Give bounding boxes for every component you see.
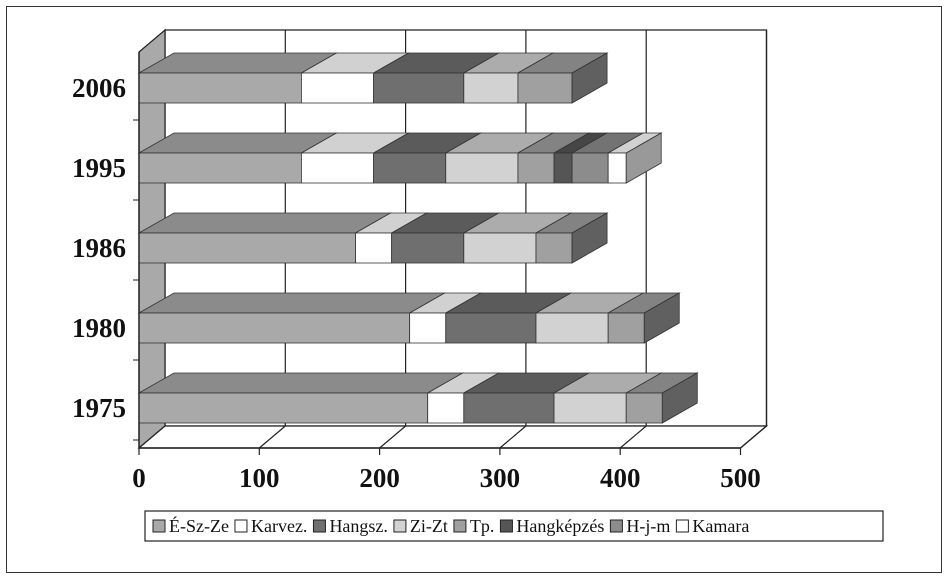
bar-1980-2 — [445, 312, 537, 344]
bar-2006-3 — [463, 72, 519, 104]
legend-swatch — [234, 519, 248, 533]
bar-1995-0 — [138, 152, 302, 184]
x-tick-label: 200 — [359, 463, 400, 493]
bar-1995-1 — [301, 152, 374, 184]
legend-entry: Hangképzés — [516, 516, 604, 536]
bar-1980-1 — [409, 312, 447, 344]
bar-1980-0 — [138, 312, 411, 344]
legend-entry: Karvez. — [251, 516, 307, 536]
x-tick-label: 500 — [720, 463, 761, 493]
category-label: 1980 — [72, 313, 126, 343]
bar-top-1975-0 — [137, 372, 465, 394]
bar-2006-4 — [517, 72, 573, 104]
bar-1995-2 — [373, 152, 447, 184]
bar-1986-3 — [463, 232, 537, 264]
bar-end-1995 — [625, 132, 662, 184]
bar-1986-1 — [355, 232, 393, 264]
bar-1980-3 — [535, 312, 609, 344]
bar-2006-1 — [301, 72, 374, 104]
legend-swatch — [675, 519, 689, 533]
legend-swatch — [393, 519, 407, 533]
floor-gridline — [379, 425, 406, 449]
bar-1995-7 — [607, 152, 627, 184]
legend-entry: Kamara — [692, 516, 749, 536]
legend-entry: H-j-m — [626, 516, 670, 536]
legend-swatch — [609, 519, 623, 533]
bar-1995-3 — [445, 152, 519, 184]
floor — [137, 425, 769, 449]
floor-gridline — [499, 425, 527, 449]
bar-1975-4 — [625, 392, 663, 424]
x-tick-label: 400 — [600, 463, 641, 493]
legend-entry: É-Sz-Ze — [169, 515, 229, 536]
bar-1986-4 — [535, 232, 573, 264]
legend-entry: Zi-Zt — [410, 516, 448, 536]
floor-gridline — [258, 425, 286, 449]
category-label: 1975 — [72, 393, 126, 423]
floor-gridline — [619, 425, 647, 449]
x-tick-label: 100 — [239, 463, 280, 493]
bar-end-2006 — [571, 52, 608, 104]
bar-2006-0 — [138, 72, 302, 104]
bar-1975-0 — [138, 392, 429, 424]
floor-gridline — [740, 425, 767, 449]
legend-swatch — [152, 519, 166, 533]
bar-2006-2 — [373, 72, 465, 104]
bar-1995-6 — [571, 152, 609, 184]
bar-top-1980-0 — [137, 292, 447, 314]
legend-swatch — [499, 519, 513, 533]
bar-1975-2 — [463, 392, 555, 424]
legend-entry: Tp. — [470, 516, 495, 536]
legend-swatch — [312, 519, 326, 533]
category-label: 2006 — [72, 73, 126, 103]
legend-box — [144, 510, 884, 542]
bar-1995-5 — [553, 152, 573, 184]
category-label: 1986 — [72, 233, 126, 263]
bar-end-1986 — [571, 212, 608, 264]
bar-end-1980 — [643, 292, 680, 344]
legend-swatch — [453, 519, 467, 533]
bar-1986-0 — [138, 232, 356, 264]
bar-1980-4 — [607, 312, 645, 344]
legend-entry: Hangsz. — [329, 516, 387, 536]
x-tick-label: 300 — [480, 463, 521, 493]
bar-end-1975 — [661, 372, 698, 424]
bar-1986-2 — [391, 232, 465, 264]
bar-1975-3 — [553, 392, 627, 424]
x-tick-label: 0 — [132, 463, 146, 493]
category-label: 1995 — [72, 153, 126, 183]
bar-top-1986-0 — [137, 212, 393, 234]
bar-1975-1 — [427, 392, 465, 424]
bar-1995-4 — [517, 152, 555, 184]
